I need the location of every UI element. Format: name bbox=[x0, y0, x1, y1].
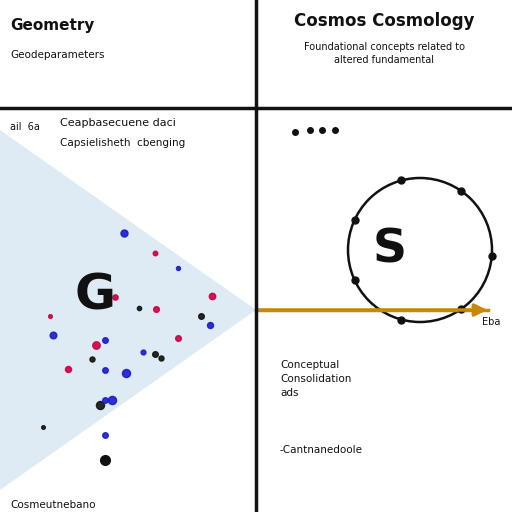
Text: G: G bbox=[74, 271, 116, 319]
Text: Capsielisheth  cbenging: Capsielisheth cbenging bbox=[60, 138, 185, 148]
Polygon shape bbox=[0, 130, 256, 490]
Text: Eba: Eba bbox=[482, 317, 500, 327]
Text: ail  6a: ail 6a bbox=[10, 122, 40, 132]
Text: Ceapbasecuene daci: Ceapbasecuene daci bbox=[60, 118, 176, 128]
Text: Geodeparameters: Geodeparameters bbox=[10, 50, 104, 60]
Text: Geometry: Geometry bbox=[10, 18, 94, 33]
Text: Conceptual
Consolidation
ads: Conceptual Consolidation ads bbox=[280, 360, 351, 398]
Text: -Cantnanedoole: -Cantnanedoole bbox=[280, 445, 363, 455]
Text: Cosmeutnebano: Cosmeutnebano bbox=[10, 500, 96, 510]
Text: Cosmos Cosmology: Cosmos Cosmology bbox=[294, 12, 474, 30]
Text: S: S bbox=[373, 227, 407, 272]
Text: Foundational concepts related to
altered fundamental: Foundational concepts related to altered… bbox=[304, 42, 464, 65]
